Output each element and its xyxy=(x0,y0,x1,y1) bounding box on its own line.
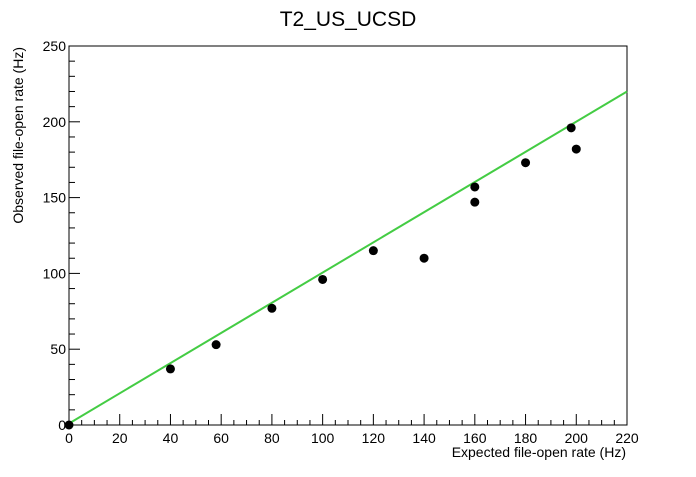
x-tick-label: 160 xyxy=(463,430,487,446)
x-tick-label: 180 xyxy=(514,430,538,446)
x-tick-label: 200 xyxy=(565,430,589,446)
x-axis-label: Expected file-open rate (Hz) xyxy=(452,444,626,460)
y-axis: 0 50 100 150 200 250 xyxy=(43,38,80,433)
plot-frame xyxy=(68,45,628,426)
fit-line xyxy=(68,90,628,425)
x-tick-label: 20 xyxy=(112,430,128,446)
x-axis: 0 20 40 60 80 100 120 140 160 180 200 220 xyxy=(65,414,639,446)
data-point xyxy=(566,123,576,133)
x-tick-label: 60 xyxy=(213,430,229,446)
y-tick-label: 50 xyxy=(50,341,66,357)
data-point xyxy=(211,340,221,350)
y-tick-label: 100 xyxy=(43,265,67,281)
x-tick-label: 220 xyxy=(615,430,639,446)
x-tick-label: 40 xyxy=(163,430,179,446)
data-point xyxy=(64,420,74,430)
data-point xyxy=(571,144,581,154)
x-tick-label: 80 xyxy=(264,430,280,446)
y-tick-label: 200 xyxy=(43,114,67,130)
y-axis-label: Observed file-open rate (Hz) xyxy=(10,47,26,224)
plot-border xyxy=(68,45,628,426)
x-tick-label: 0 xyxy=(65,430,73,446)
data-point xyxy=(368,246,378,256)
data-point xyxy=(521,158,531,168)
y-tick-label: 0 xyxy=(58,417,66,433)
x-tick-label: 100 xyxy=(311,430,335,446)
series-layer xyxy=(64,90,628,430)
data-point xyxy=(470,197,480,207)
y-tick-label: 250 xyxy=(43,38,67,54)
data-point xyxy=(165,364,175,374)
data-point xyxy=(267,303,277,313)
data-point xyxy=(419,253,429,263)
y-tick-label: 150 xyxy=(43,190,67,206)
chart-title: T2_US_UCSD xyxy=(280,8,417,31)
x-tick-label: 120 xyxy=(362,430,386,446)
data-point xyxy=(318,274,328,284)
data-point xyxy=(470,182,480,192)
x-tick-label: 140 xyxy=(412,430,436,446)
